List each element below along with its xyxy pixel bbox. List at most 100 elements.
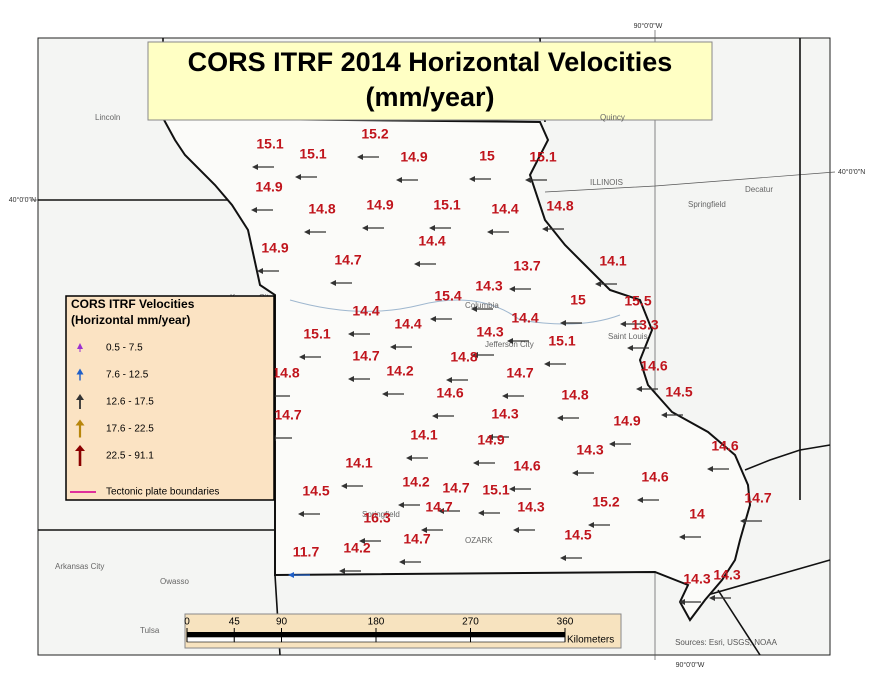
velocity-label: 14.8 — [450, 349, 477, 365]
state-boundary — [744, 444, 831, 471]
velocity-label: 14.7 — [442, 480, 469, 496]
arrow-head — [661, 412, 667, 418]
arrow-head — [341, 483, 347, 489]
velocity-arrow — [544, 361, 566, 367]
velocity-label: 14.8 — [272, 365, 299, 381]
place-label: ILLINOIS — [590, 178, 623, 187]
velocity-label: 11.7 — [293, 544, 320, 560]
velocity-label: 14.8 — [308, 201, 335, 217]
arrow-head — [509, 486, 515, 492]
velocity-arrow — [679, 599, 701, 605]
velocity-label: 14.7 — [334, 252, 361, 268]
velocity-arrow — [502, 393, 524, 399]
velocity-arrow — [707, 466, 729, 472]
legend-label: Tectonic plate boundaries — [106, 487, 219, 498]
velocity-label: 15 — [570, 292, 586, 308]
velocity-label: 14.9 — [255, 179, 282, 195]
legend-item: 17.6 - 22.5 — [75, 419, 154, 438]
velocity-arrow — [620, 321, 642, 327]
legend-title: CORS ITRF Velocities — [71, 297, 195, 311]
place-label: Saint Louis — [608, 332, 648, 341]
place-label: Lincoln — [95, 113, 120, 122]
velocity-label: 13.7 — [513, 258, 540, 274]
velocity-label: 14.6 — [640, 358, 667, 374]
legend-arrow-head — [76, 394, 84, 400]
velocity-label: 15.2 — [361, 126, 388, 142]
arrow-head — [487, 229, 493, 235]
scale-tick-label: 360 — [557, 617, 574, 628]
arrow-head — [398, 502, 404, 508]
legend-item: 22.5 - 91.1 — [75, 445, 154, 466]
velocity-label: 15.1 — [303, 326, 330, 342]
velocity-arrow — [487, 434, 509, 440]
velocity-arrow — [406, 455, 428, 461]
stations: 15.115.215.1 14.9 15 15.114.914.8 14.9 15.1 14… — [251, 126, 772, 605]
velocity-label: 14.4 — [352, 303, 379, 319]
attribution: Sources: Esri, USGS, NOAA — [675, 638, 777, 647]
arrow-head — [362, 225, 368, 231]
velocity-label: 14.7 — [352, 348, 379, 364]
legend-arrow-head — [76, 368, 84, 375]
velocity-arrow — [430, 316, 452, 322]
scale-tick-label: 270 — [462, 617, 479, 628]
legend-label: 7.6 - 12.5 — [106, 370, 149, 381]
title-unit: (mm/year) — [365, 82, 494, 112]
arrow-head — [252, 164, 258, 170]
scale-segment — [186, 636, 235, 643]
arrow-head — [560, 555, 566, 561]
velocity-label: 14.8 — [561, 387, 588, 403]
velocity-label: 14.6 — [641, 469, 668, 485]
lon-label: 90°0'0"W — [676, 661, 705, 669]
arrow-head — [330, 280, 336, 286]
arrow-head — [509, 286, 515, 292]
arrow-head — [288, 572, 294, 578]
velocity-label: 14.3 — [491, 406, 518, 422]
velocity-arrow — [252, 164, 274, 170]
arrow-head — [406, 455, 412, 461]
scale-segment — [234, 632, 282, 637]
arrow-head — [390, 344, 396, 350]
place-label: Quincy — [600, 113, 625, 122]
velocity-label: 14.3 — [476, 324, 503, 340]
velocity-arrow — [609, 441, 631, 447]
arrow-head — [542, 226, 548, 232]
arrow-head — [348, 331, 354, 337]
velocity-arrow — [446, 377, 468, 383]
arrow-head — [299, 354, 305, 360]
scale-tick-label: 180 — [368, 617, 385, 628]
place-label: Owasso — [160, 577, 189, 586]
place-label: Decatur — [745, 185, 773, 194]
arrow-head — [637, 497, 643, 503]
velocity-arrow — [560, 555, 582, 561]
legend-item: 7.6 - 12.5 — [76, 368, 149, 381]
velocity-arrow — [438, 508, 460, 514]
velocity-arrow — [572, 470, 594, 476]
arrow-head — [429, 225, 435, 231]
velocity-label: 14.7 — [403, 531, 430, 547]
scale-segment — [281, 636, 377, 643]
velocity-arrow — [298, 511, 320, 517]
arrow-head — [679, 534, 685, 540]
velocity-arrow — [478, 510, 500, 516]
arrow-head — [295, 174, 301, 180]
legend-label: 0.5 - 7.5 — [106, 343, 143, 354]
velocity-label: 14.1 — [345, 455, 372, 471]
velocity-arrow — [472, 352, 494, 358]
velocity-arrow — [339, 568, 361, 574]
velocity-arrow — [679, 534, 701, 540]
velocity-arrow — [542, 226, 564, 232]
velocity-label: 15.1 — [482, 482, 509, 498]
legend-item: 0.5 - 7.5 — [77, 343, 143, 354]
legend-arrow-head — [77, 343, 83, 349]
velocity-arrow — [595, 281, 617, 287]
velocity-arrow — [429, 225, 451, 231]
velocity-arrow — [507, 338, 529, 344]
place-label: Arkansas City — [55, 562, 104, 571]
velocity-arrow — [348, 331, 370, 337]
arrow-head — [304, 229, 310, 235]
velocity-label: 14.7 — [425, 499, 452, 515]
velocity-label: 14.1 — [410, 427, 437, 443]
place-label: Tulsa — [140, 626, 160, 635]
scale-bar: 0 45 90 180 270 360 Kilometers — [184, 617, 614, 646]
